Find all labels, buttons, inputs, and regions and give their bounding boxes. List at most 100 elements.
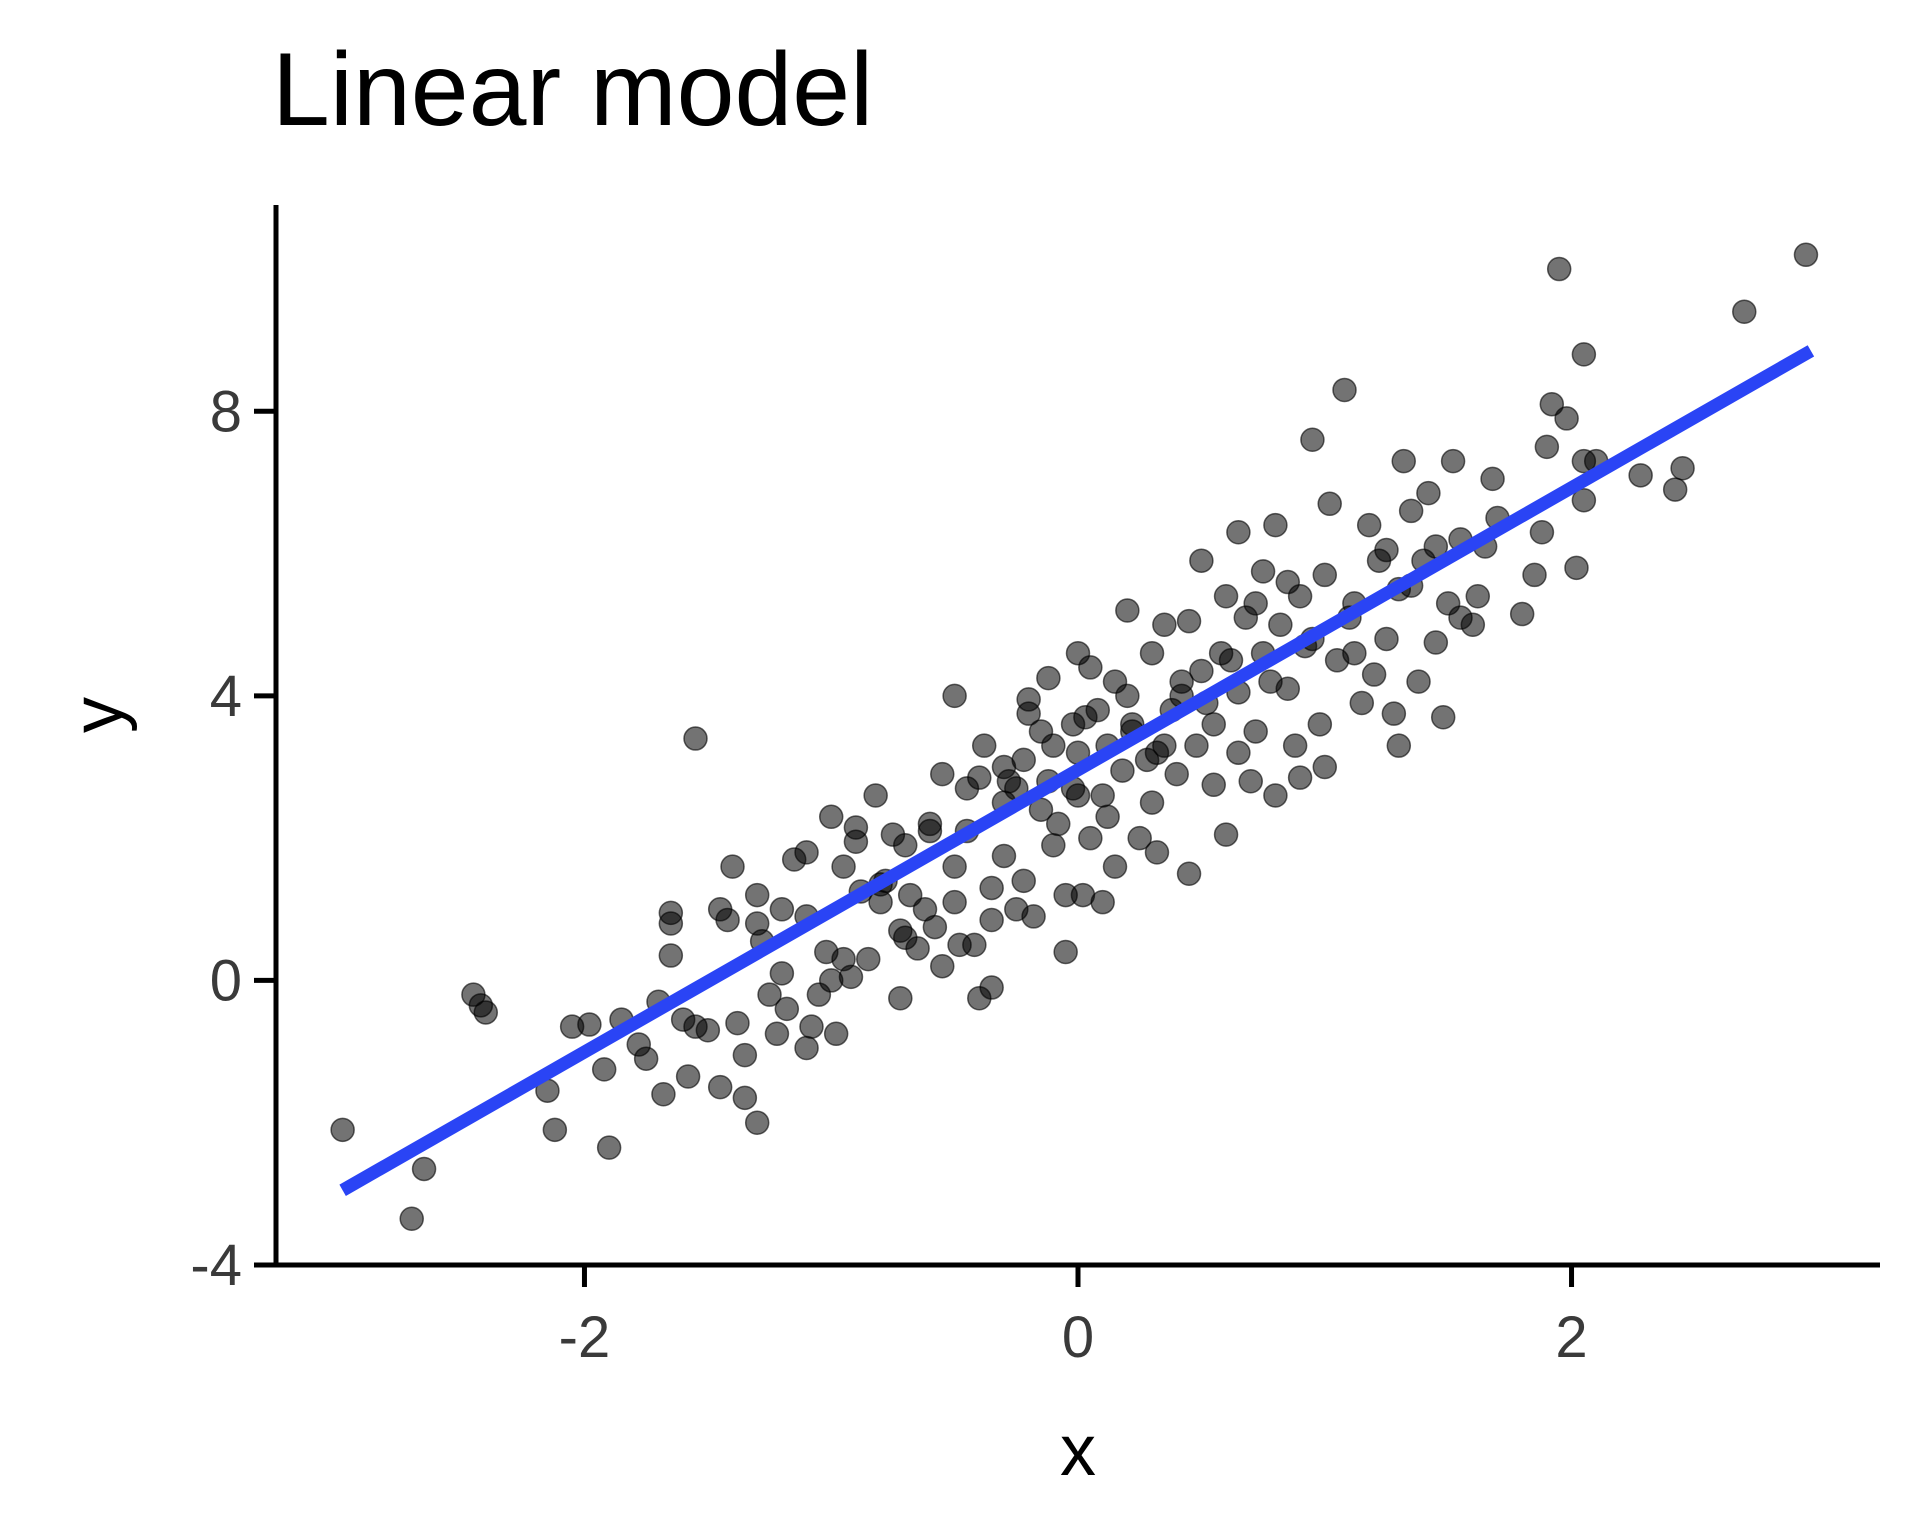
data-point (1554, 406, 1579, 431)
data-point (626, 1032, 652, 1057)
data-point (1041, 833, 1066, 858)
data-point (683, 726, 708, 751)
data-point (1275, 676, 1301, 702)
data-point (794, 1035, 819, 1061)
data-point (979, 975, 1004, 1000)
data-point (888, 985, 913, 1011)
data-point (675, 1064, 701, 1089)
data-point (1529, 519, 1555, 545)
data-point (1095, 804, 1120, 830)
data-point (744, 1110, 770, 1135)
data-point (1398, 498, 1424, 524)
data-point (1268, 612, 1293, 637)
data-point (1243, 719, 1268, 744)
data-point (473, 1000, 499, 1025)
x-axis-ticks: -2 0 2 (559, 1265, 1588, 1370)
data-point (1440, 448, 1466, 474)
data-point (954, 776, 980, 801)
data-point (1263, 512, 1288, 538)
data-point (732, 1085, 758, 1111)
data-point (1226, 519, 1251, 545)
points-layer (330, 242, 1819, 1232)
data-point (1078, 655, 1103, 680)
data-point (1374, 626, 1399, 652)
data-point (1115, 598, 1140, 623)
data-point (1275, 569, 1301, 595)
data-point (1144, 840, 1170, 865)
data-point (1184, 733, 1209, 758)
data-point (991, 843, 1017, 869)
data-point (1300, 427, 1325, 453)
data-point (799, 1014, 824, 1039)
data-point (1564, 555, 1589, 581)
regression-line (339, 345, 1815, 1196)
data-point (330, 1117, 355, 1143)
data-point (1381, 701, 1407, 726)
data-point (1011, 747, 1036, 773)
data-point (1139, 640, 1165, 666)
data-point (596, 1135, 622, 1160)
data-point (1386, 733, 1412, 758)
data-point (1282, 733, 1308, 758)
data-point (818, 804, 844, 830)
y-tick-label: 8 (210, 379, 242, 444)
data-point (1534, 434, 1560, 460)
data-point (1522, 562, 1547, 588)
data-point (794, 840, 819, 865)
data-point (831, 854, 856, 879)
data-point (1317, 491, 1342, 517)
data-point (1164, 761, 1189, 787)
data-point (1793, 242, 1819, 268)
data-point (1342, 640, 1367, 666)
data-point (1226, 740, 1251, 766)
data-point (1732, 299, 1757, 324)
data-point (838, 964, 864, 990)
data-point (577, 1012, 602, 1037)
data-point (715, 907, 740, 933)
data-point (658, 900, 684, 926)
data-point (1480, 466, 1505, 492)
data-point (1102, 854, 1128, 879)
chart-title: Linear model (272, 32, 874, 148)
data-point (942, 889, 967, 915)
data-point (1046, 811, 1071, 837)
data-point (1406, 669, 1431, 694)
x-tick-label: -2 (559, 1305, 611, 1370)
data-point (774, 996, 800, 1022)
data-point (1287, 765, 1313, 790)
data-point (1021, 904, 1046, 929)
data-point (1189, 658, 1214, 684)
data-point (1053, 939, 1078, 965)
data-point (1243, 591, 1268, 616)
x-axis-title: x (1060, 1411, 1096, 1491)
data-point (1460, 612, 1486, 637)
data-point (1036, 665, 1061, 691)
data-point (962, 932, 987, 958)
data-point (732, 1042, 758, 1068)
data-point (542, 1117, 568, 1143)
data-point (912, 897, 938, 922)
data-point (1139, 790, 1165, 815)
data-point (1349, 690, 1375, 716)
data-point (897, 882, 923, 908)
y-axis-title: y (58, 697, 138, 733)
data-point (917, 818, 943, 844)
data-point (1090, 783, 1115, 808)
data-point (1312, 754, 1338, 780)
data-point (930, 761, 955, 787)
data-point (905, 936, 930, 961)
data-point (769, 897, 795, 922)
y-axis-ticks: -4 0 4 8 (190, 379, 276, 1298)
data-point (1176, 861, 1202, 886)
data-point (1465, 584, 1491, 609)
data-point (1152, 612, 1177, 637)
data-point (769, 961, 795, 986)
data-point (1201, 772, 1226, 798)
data-point (1073, 704, 1098, 730)
data-point (707, 1074, 733, 1100)
data-point (1662, 477, 1688, 502)
data-point (1213, 584, 1239, 609)
data-point (1361, 662, 1387, 687)
data-point (1263, 783, 1288, 808)
